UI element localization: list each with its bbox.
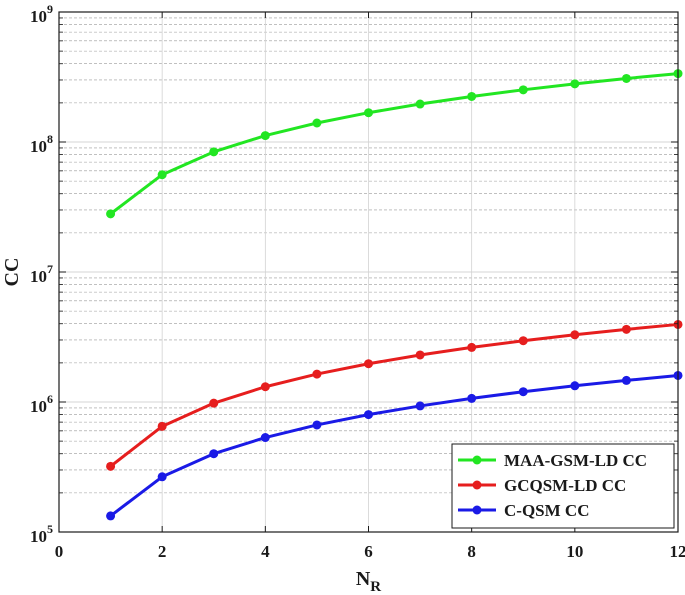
y-tick-label: 107 (30, 262, 53, 286)
data-point (364, 410, 373, 420)
x-tick-label: 12 (670, 542, 685, 561)
data-point (415, 401, 425, 411)
data-point (570, 330, 580, 340)
x-tick-label: 0 (55, 542, 64, 561)
x-axis-label: NR (356, 568, 381, 595)
x-tick-label: 2 (158, 542, 167, 561)
data-point (467, 393, 477, 403)
data-point (364, 359, 373, 369)
data-point (106, 511, 116, 521)
series-line (109, 72, 679, 216)
y-tick-label: 106 (30, 392, 53, 416)
plot-area (106, 69, 683, 521)
data-point (106, 209, 116, 219)
data-point (260, 382, 270, 392)
series-line (109, 322, 679, 468)
y-tick-label: 105 (30, 522, 53, 546)
x-tick-label: 4 (261, 542, 270, 561)
legend-label: MAA-GSM-LD CC (504, 451, 647, 470)
data-point (209, 147, 219, 157)
data-point (621, 73, 631, 83)
y-tick-label: 108 (30, 132, 53, 156)
data-point (364, 108, 373, 118)
legend-marker (472, 455, 482, 465)
data-point (570, 79, 580, 89)
data-point (518, 387, 528, 397)
x-tick-label: 6 (364, 542, 373, 561)
series (106, 319, 683, 471)
data-point (209, 398, 219, 408)
legend: MAA-GSM-LD CC GCQSM-LD CC C-QSM CC (451, 443, 675, 529)
data-point (621, 324, 631, 334)
data-point (260, 131, 270, 141)
data-point (621, 375, 631, 385)
data-point (518, 336, 528, 346)
data-point (518, 85, 528, 95)
legend-item: C-QSM CC (458, 501, 589, 520)
data-point (467, 342, 477, 352)
data-point (312, 118, 322, 128)
y-tick-label: 109 (30, 2, 53, 26)
legend-item: MAA-GSM-LD CC (458, 451, 647, 470)
x-tick-label: 8 (467, 542, 476, 561)
data-point (106, 461, 116, 471)
legend-item: GCQSM-LD CC (458, 476, 626, 495)
x-axis-label-main: N (356, 568, 371, 590)
series-line (109, 373, 679, 518)
data-point (570, 381, 580, 391)
data-point (467, 91, 477, 101)
data-point (209, 449, 219, 459)
data-point (157, 472, 167, 482)
data-point (312, 369, 322, 379)
y-axis-label: CC (1, 258, 23, 287)
x-axis-label-subscript: R (370, 579, 381, 595)
data-point (157, 170, 167, 180)
data-point (260, 433, 270, 443)
data-point (415, 350, 425, 360)
axis-ticks: 0 2 4 6 8 10 12 105 106 107 108 109 (30, 2, 685, 561)
data-point (415, 99, 425, 109)
legend-label: C-QSM CC (504, 501, 589, 520)
legend-marker (472, 505, 482, 515)
data-point (157, 421, 167, 431)
x-tick-label: 10 (566, 542, 583, 561)
legend-label: GCQSM-LD CC (504, 476, 626, 495)
legend-marker (472, 480, 482, 490)
data-point (312, 420, 322, 430)
series (106, 69, 683, 219)
